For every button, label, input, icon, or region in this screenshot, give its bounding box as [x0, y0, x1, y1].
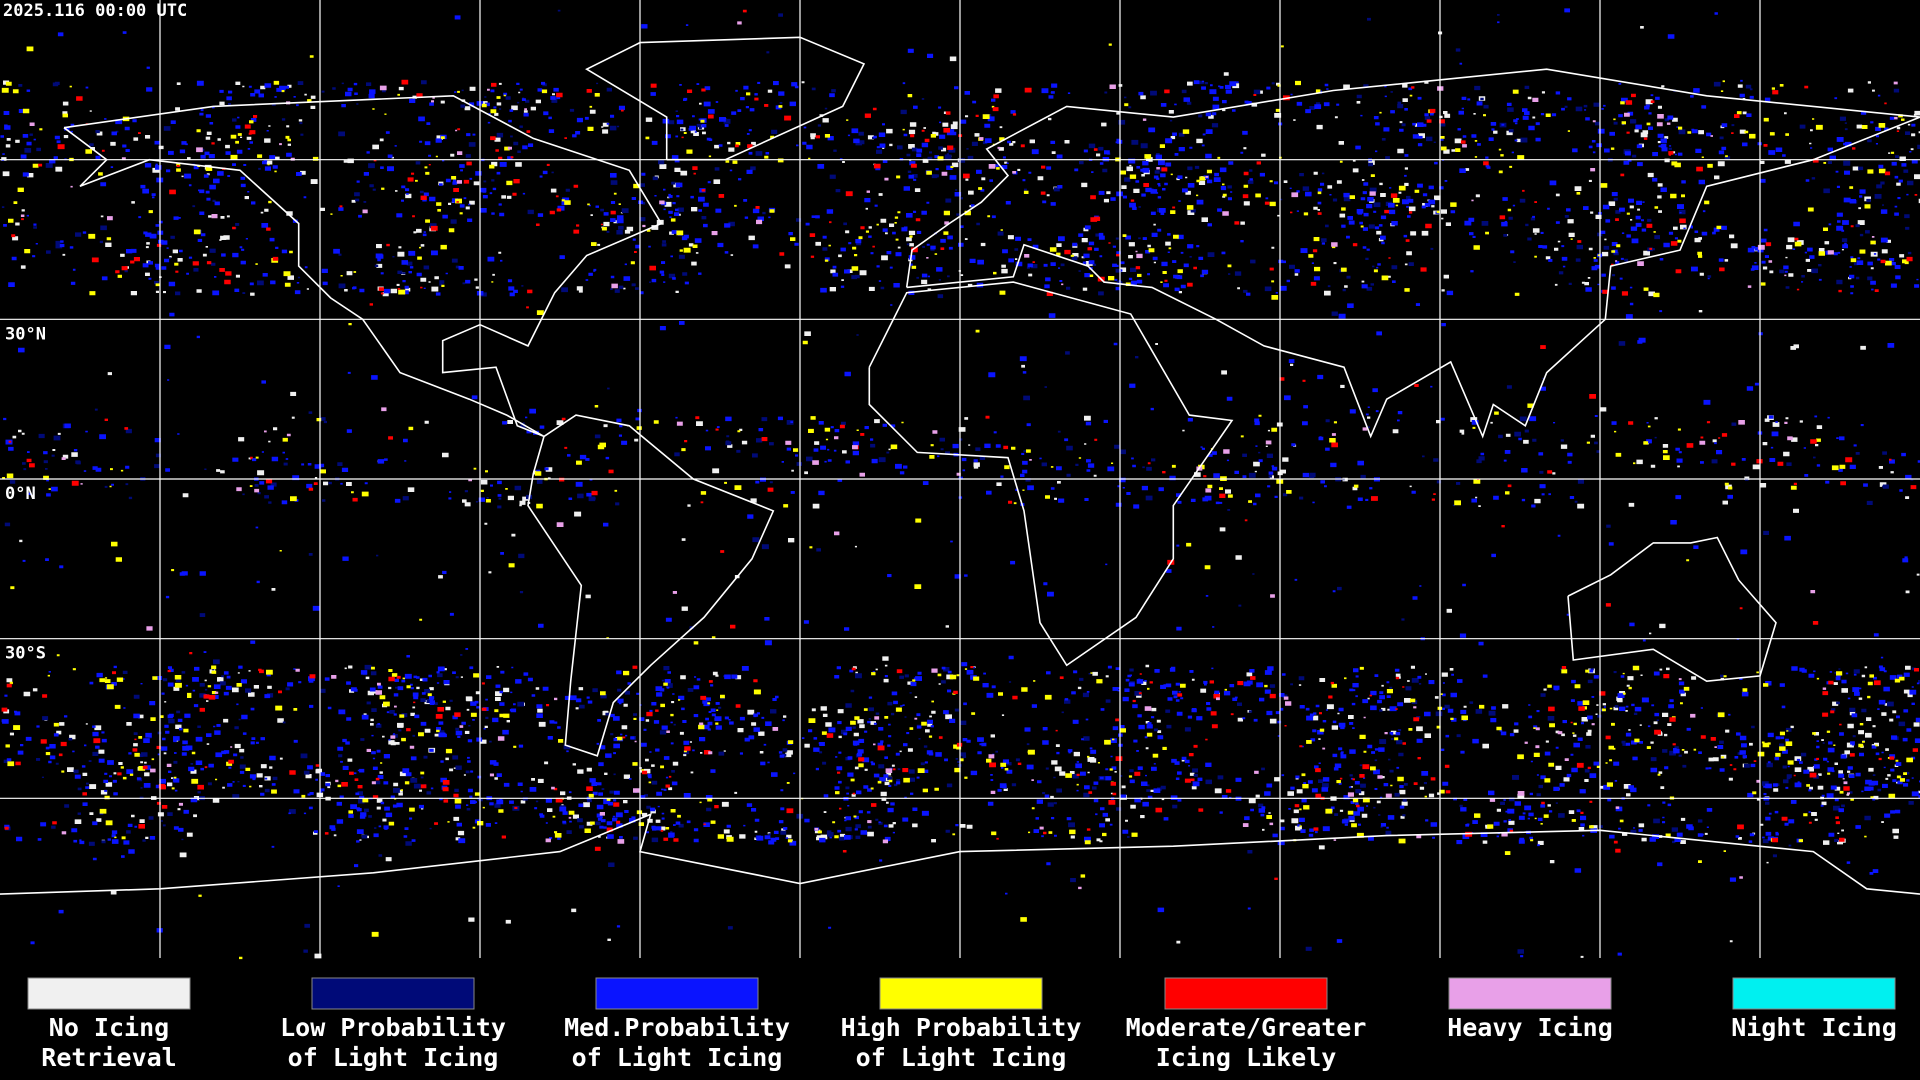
latitude-label: 30°S [5, 644, 46, 664]
labels: 30°N 0°N 30°S [5, 324, 46, 663]
legend-label: of Light Icing [856, 1043, 1067, 1072]
coastline [0, 812, 1920, 895]
legend-swatch [879, 977, 1043, 1010]
legend-swatch [1732, 977, 1896, 1010]
legend-swatch [1164, 977, 1328, 1010]
legend-label: of Light Icing [288, 1043, 499, 1072]
legend-swatch [1448, 977, 1612, 1010]
latitude-label: 0°N [5, 484, 36, 504]
graticule [0, 0, 1920, 958]
cloud-pixels [1, 9, 1920, 954]
legend-swatch [311, 977, 475, 1010]
legend-label: No Icing [49, 1013, 169, 1042]
timestamp: 2025.116 00:00 UTC [3, 1, 187, 21]
legend-label: Low Probability [280, 1013, 506, 1042]
legend-swatch [595, 977, 759, 1010]
legend-label: Moderate/Greater [1126, 1013, 1367, 1042]
legend-label: of Light Icing [572, 1043, 783, 1072]
legend-label: Med.Probability [564, 1013, 790, 1042]
legend-label: Retrieval [41, 1043, 176, 1072]
legend-label: High Probability [841, 1013, 1082, 1042]
legend-label: Night Icing [1731, 1013, 1897, 1042]
coastline [1567, 536, 1777, 683]
legend-label: Heavy Icing [1447, 1013, 1613, 1042]
cloud-layer [0, 8, 1920, 960]
coastline [527, 414, 775, 757]
coastline [868, 281, 1234, 667]
legend-label: Icing Likely [1156, 1043, 1337, 1072]
legend-swatch [27, 977, 191, 1010]
latitude-label: 30°N [5, 324, 46, 344]
